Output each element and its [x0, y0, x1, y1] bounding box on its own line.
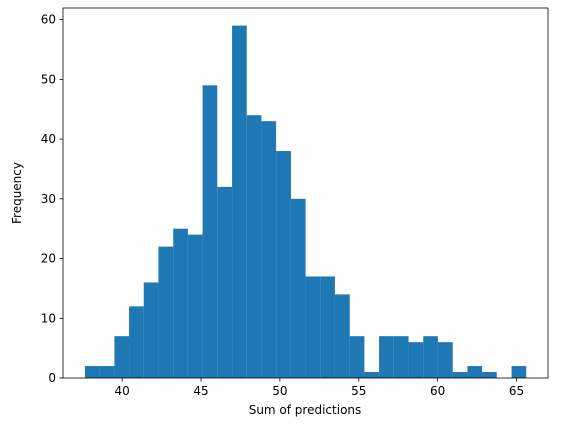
bar [334, 294, 350, 378]
bar [290, 198, 306, 378]
bar [511, 366, 527, 378]
y-tick-label: 30 [41, 192, 56, 206]
bar [393, 336, 409, 378]
bar [349, 336, 365, 378]
bar [187, 234, 203, 378]
bar [129, 306, 144, 378]
y-tick-label: 60 [41, 13, 56, 27]
bar [482, 372, 497, 378]
bar [305, 276, 321, 378]
bar [379, 336, 394, 378]
bar [364, 372, 380, 378]
y-tick-label: 0 [48, 371, 56, 385]
bar [437, 342, 453, 378]
bar [99, 366, 115, 378]
bar [246, 115, 262, 378]
bar [261, 121, 277, 378]
bar [158, 246, 174, 378]
y-tick-label: 40 [41, 132, 56, 146]
bar [217, 186, 233, 378]
bar [320, 276, 335, 378]
bar [276, 151, 291, 378]
bar [452, 372, 468, 378]
x-tick-label: 65 [509, 384, 524, 398]
x-tick-label: 45 [193, 384, 208, 398]
y-tick-label: 20 [41, 252, 56, 266]
bar [173, 228, 188, 378]
bar [408, 342, 424, 378]
bar [84, 366, 100, 378]
y-tick-label: 10 [41, 311, 56, 325]
axes-frame [62, 7, 549, 379]
x-axis-label: Sum of predictions [249, 403, 362, 417]
bar [232, 25, 247, 378]
x-tick-label: 40 [115, 384, 130, 398]
bar [143, 282, 159, 378]
x-tick-label: 55 [351, 384, 366, 398]
x-tick-label: 50 [272, 384, 287, 398]
bar [467, 366, 483, 378]
y-tick-label: 50 [41, 72, 56, 86]
bar [114, 336, 130, 378]
bar [423, 336, 438, 378]
y-axis-label: Frequency [10, 162, 24, 224]
bar [202, 85, 218, 378]
x-tick-label: 60 [430, 384, 445, 398]
